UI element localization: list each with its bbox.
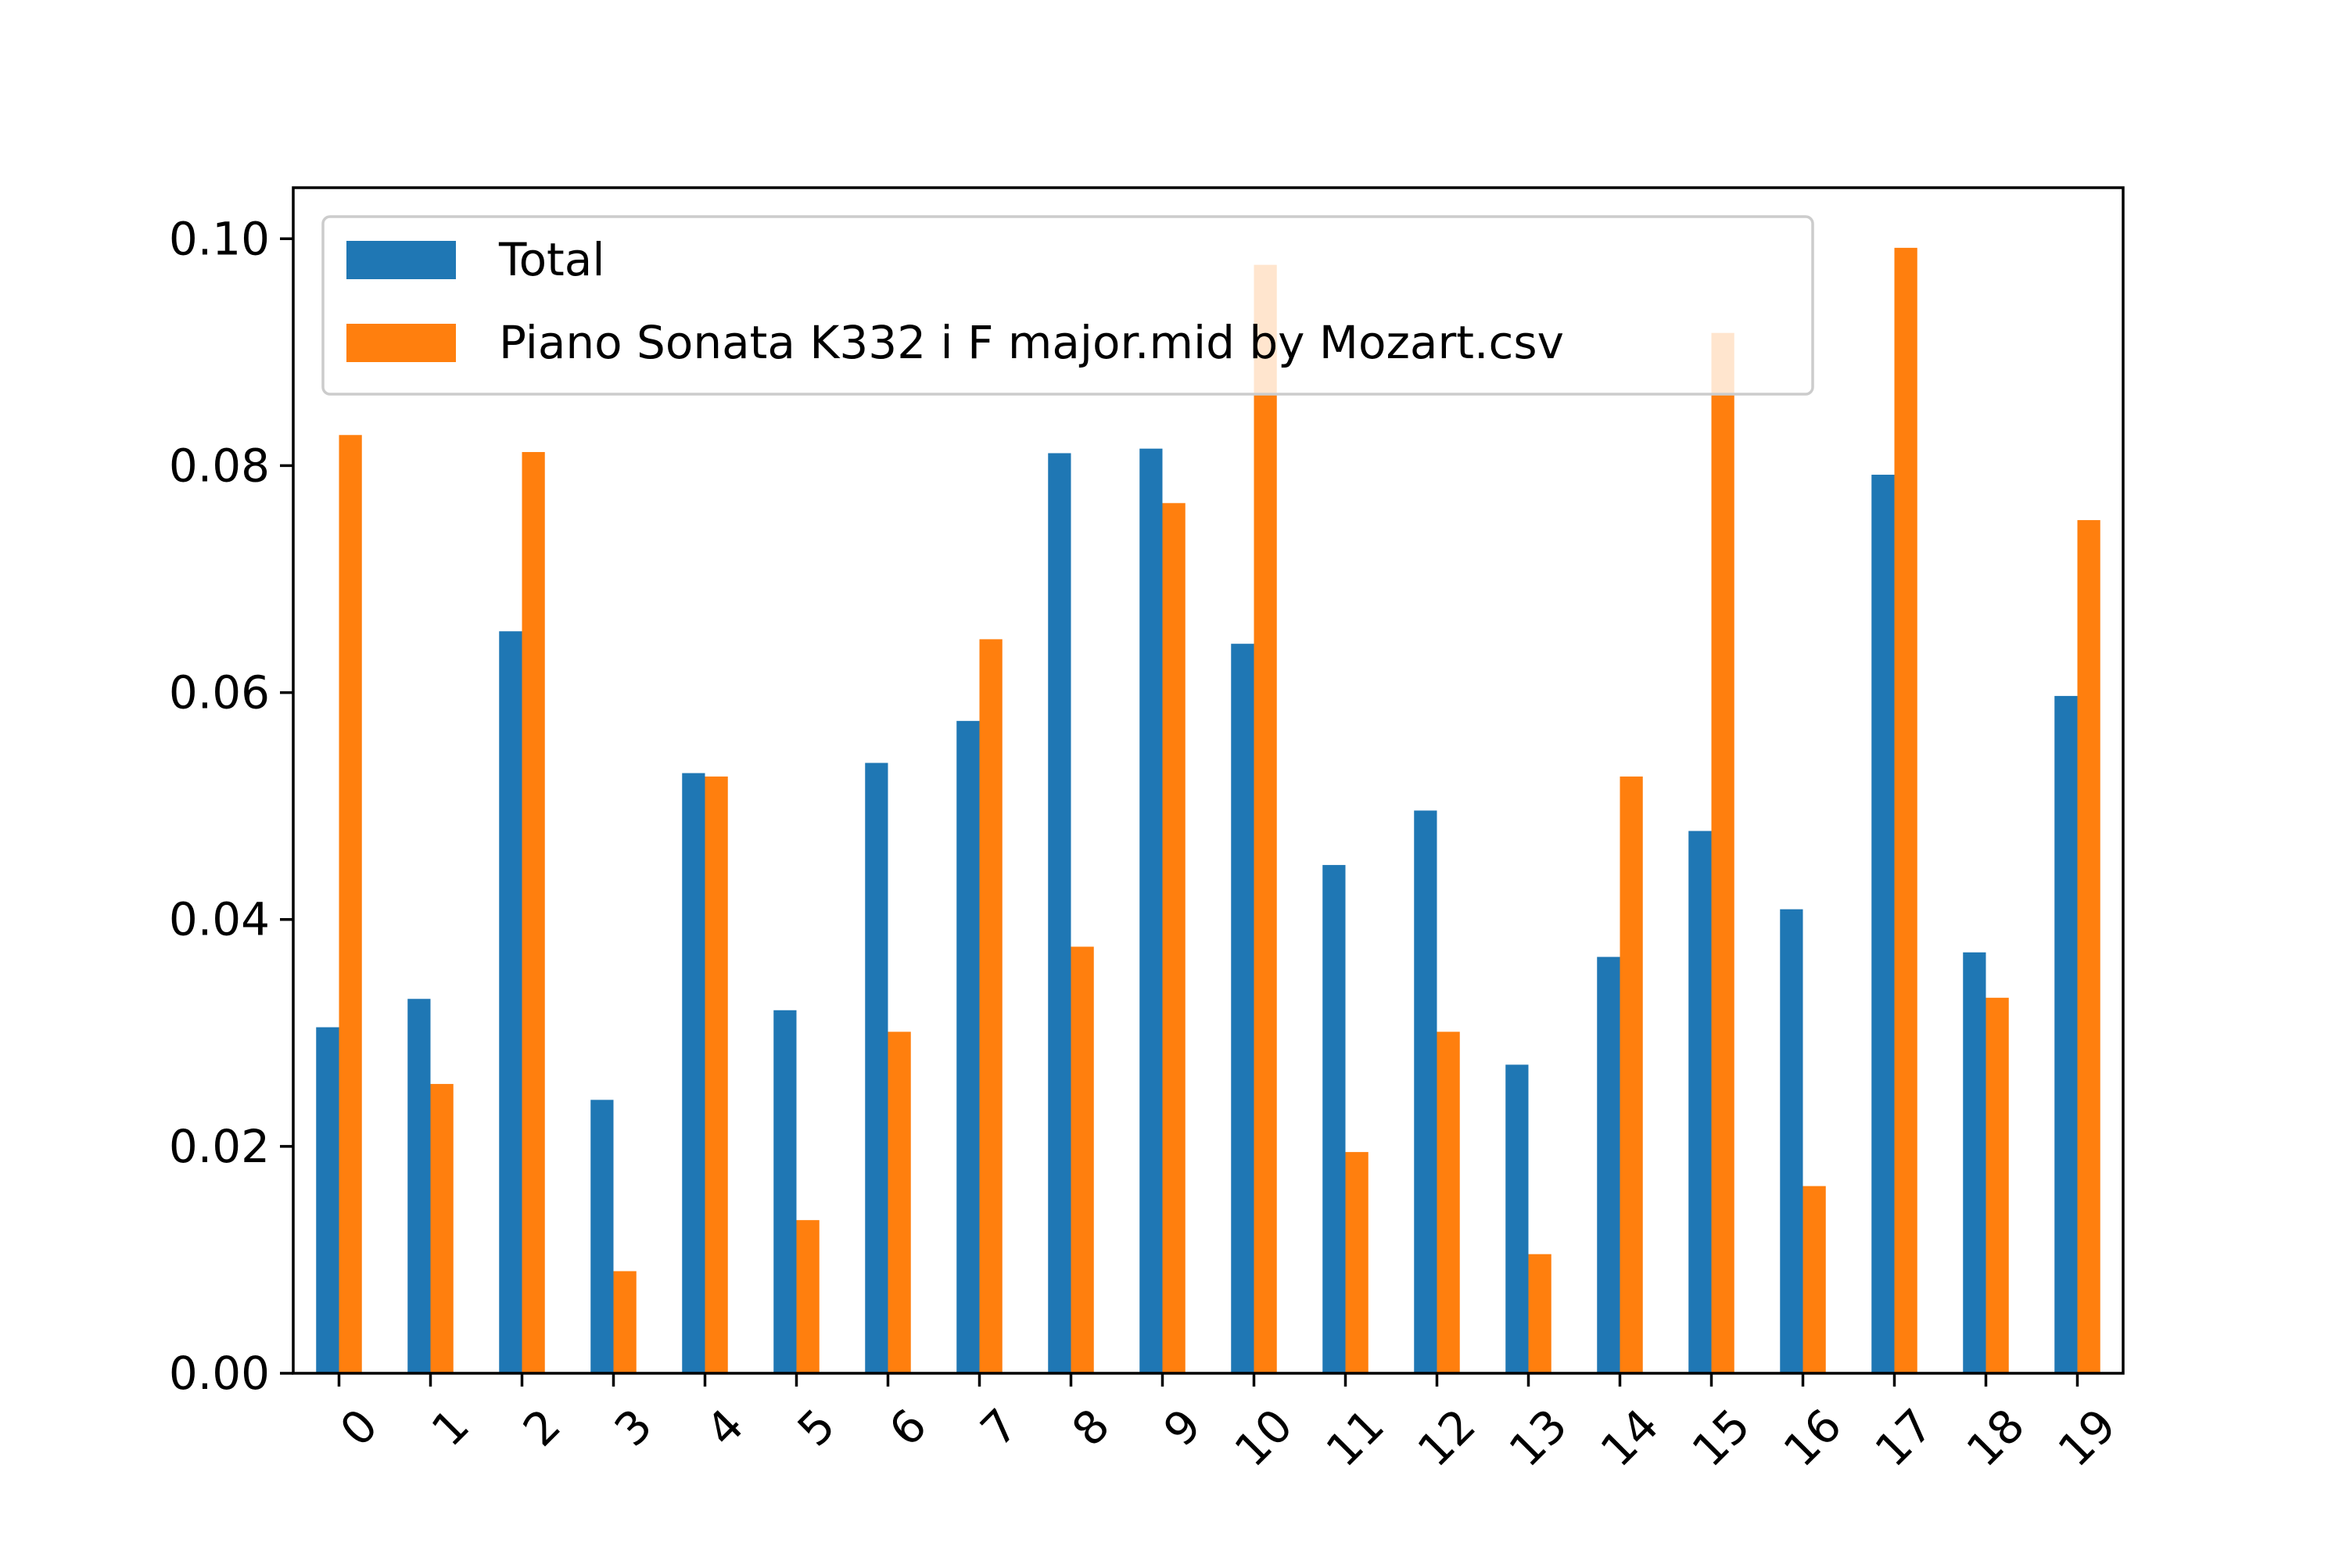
bar-series1-14 — [1620, 776, 1643, 1373]
bar-series0-6 — [865, 762, 888, 1373]
bar-series1-1 — [430, 1084, 454, 1373]
bar-series0-1 — [407, 999, 431, 1373]
bar-series0-8 — [1048, 453, 1071, 1373]
bar-series1-19 — [2077, 520, 2100, 1373]
bar-series1-3 — [613, 1271, 637, 1373]
bar-series1-9 — [1162, 503, 1186, 1373]
bar-series1-7 — [979, 639, 1003, 1373]
legend-label-series0: Total — [498, 233, 604, 286]
bar-series0-17 — [1871, 475, 1895, 1374]
bar-series1-8 — [1071, 946, 1094, 1373]
bars-layer — [316, 247, 2100, 1374]
bar-series1-0 — [339, 435, 362, 1373]
y-tick-label: 0.02 — [169, 1120, 270, 1173]
bar-series0-19 — [2054, 695, 2078, 1373]
bar-series0-5 — [773, 1010, 797, 1373]
bar-series0-9 — [1139, 448, 1163, 1374]
legend: Total Piano Sonata K332 i F major.mid by … — [321, 215, 1814, 396]
bar-series1-4 — [705, 776, 728, 1373]
y-tick-label: 0.04 — [169, 893, 270, 946]
bar-series1-16 — [1803, 1186, 1826, 1373]
bar-series1-2 — [522, 452, 545, 1373]
legend-swatch-series1 — [346, 324, 456, 362]
bar-series0-11 — [1322, 865, 1346, 1373]
bar-series0-18 — [1963, 952, 1986, 1373]
bar-series0-2 — [499, 631, 522, 1373]
bar-series0-12 — [1414, 810, 1437, 1373]
bar-series0-13 — [1505, 1064, 1529, 1373]
bar-series1-15 — [1711, 332, 1734, 1373]
bar-series0-16 — [1780, 909, 1803, 1373]
bar-series1-6 — [888, 1032, 911, 1373]
legend-box — [321, 215, 1814, 396]
bar-series1-17 — [1894, 247, 1917, 1373]
bar-series1-13 — [1528, 1254, 1551, 1373]
bar-series0-3 — [590, 1100, 614, 1373]
bar-series1-12 — [1437, 1032, 1460, 1373]
bar-series1-18 — [1985, 997, 2009, 1373]
bar-series0-15 — [1688, 831, 1712, 1373]
bar-series1-10 — [1254, 264, 1277, 1373]
bar-series1-5 — [796, 1220, 820, 1373]
bar-series1-11 — [1345, 1152, 1368, 1373]
bar-series0-4 — [682, 773, 705, 1373]
bar-series0-7 — [956, 720, 980, 1373]
bar-series0-0 — [316, 1027, 339, 1373]
y-tick-label: 0.08 — [169, 439, 270, 492]
bar-series0-10 — [1231, 644, 1254, 1373]
legend-label-series1: Piano Sonata K332 i F major.mid by Mozar… — [499, 316, 1564, 369]
y-tick-label: 0.00 — [169, 1347, 270, 1400]
bar-series0-14 — [1597, 956, 1620, 1373]
legend-swatch-series0 — [346, 241, 456, 279]
y-tick-label: 0.06 — [169, 666, 270, 719]
axes-frame — [292, 186, 2125, 1375]
y-tick-label: 0.10 — [169, 212, 270, 265]
